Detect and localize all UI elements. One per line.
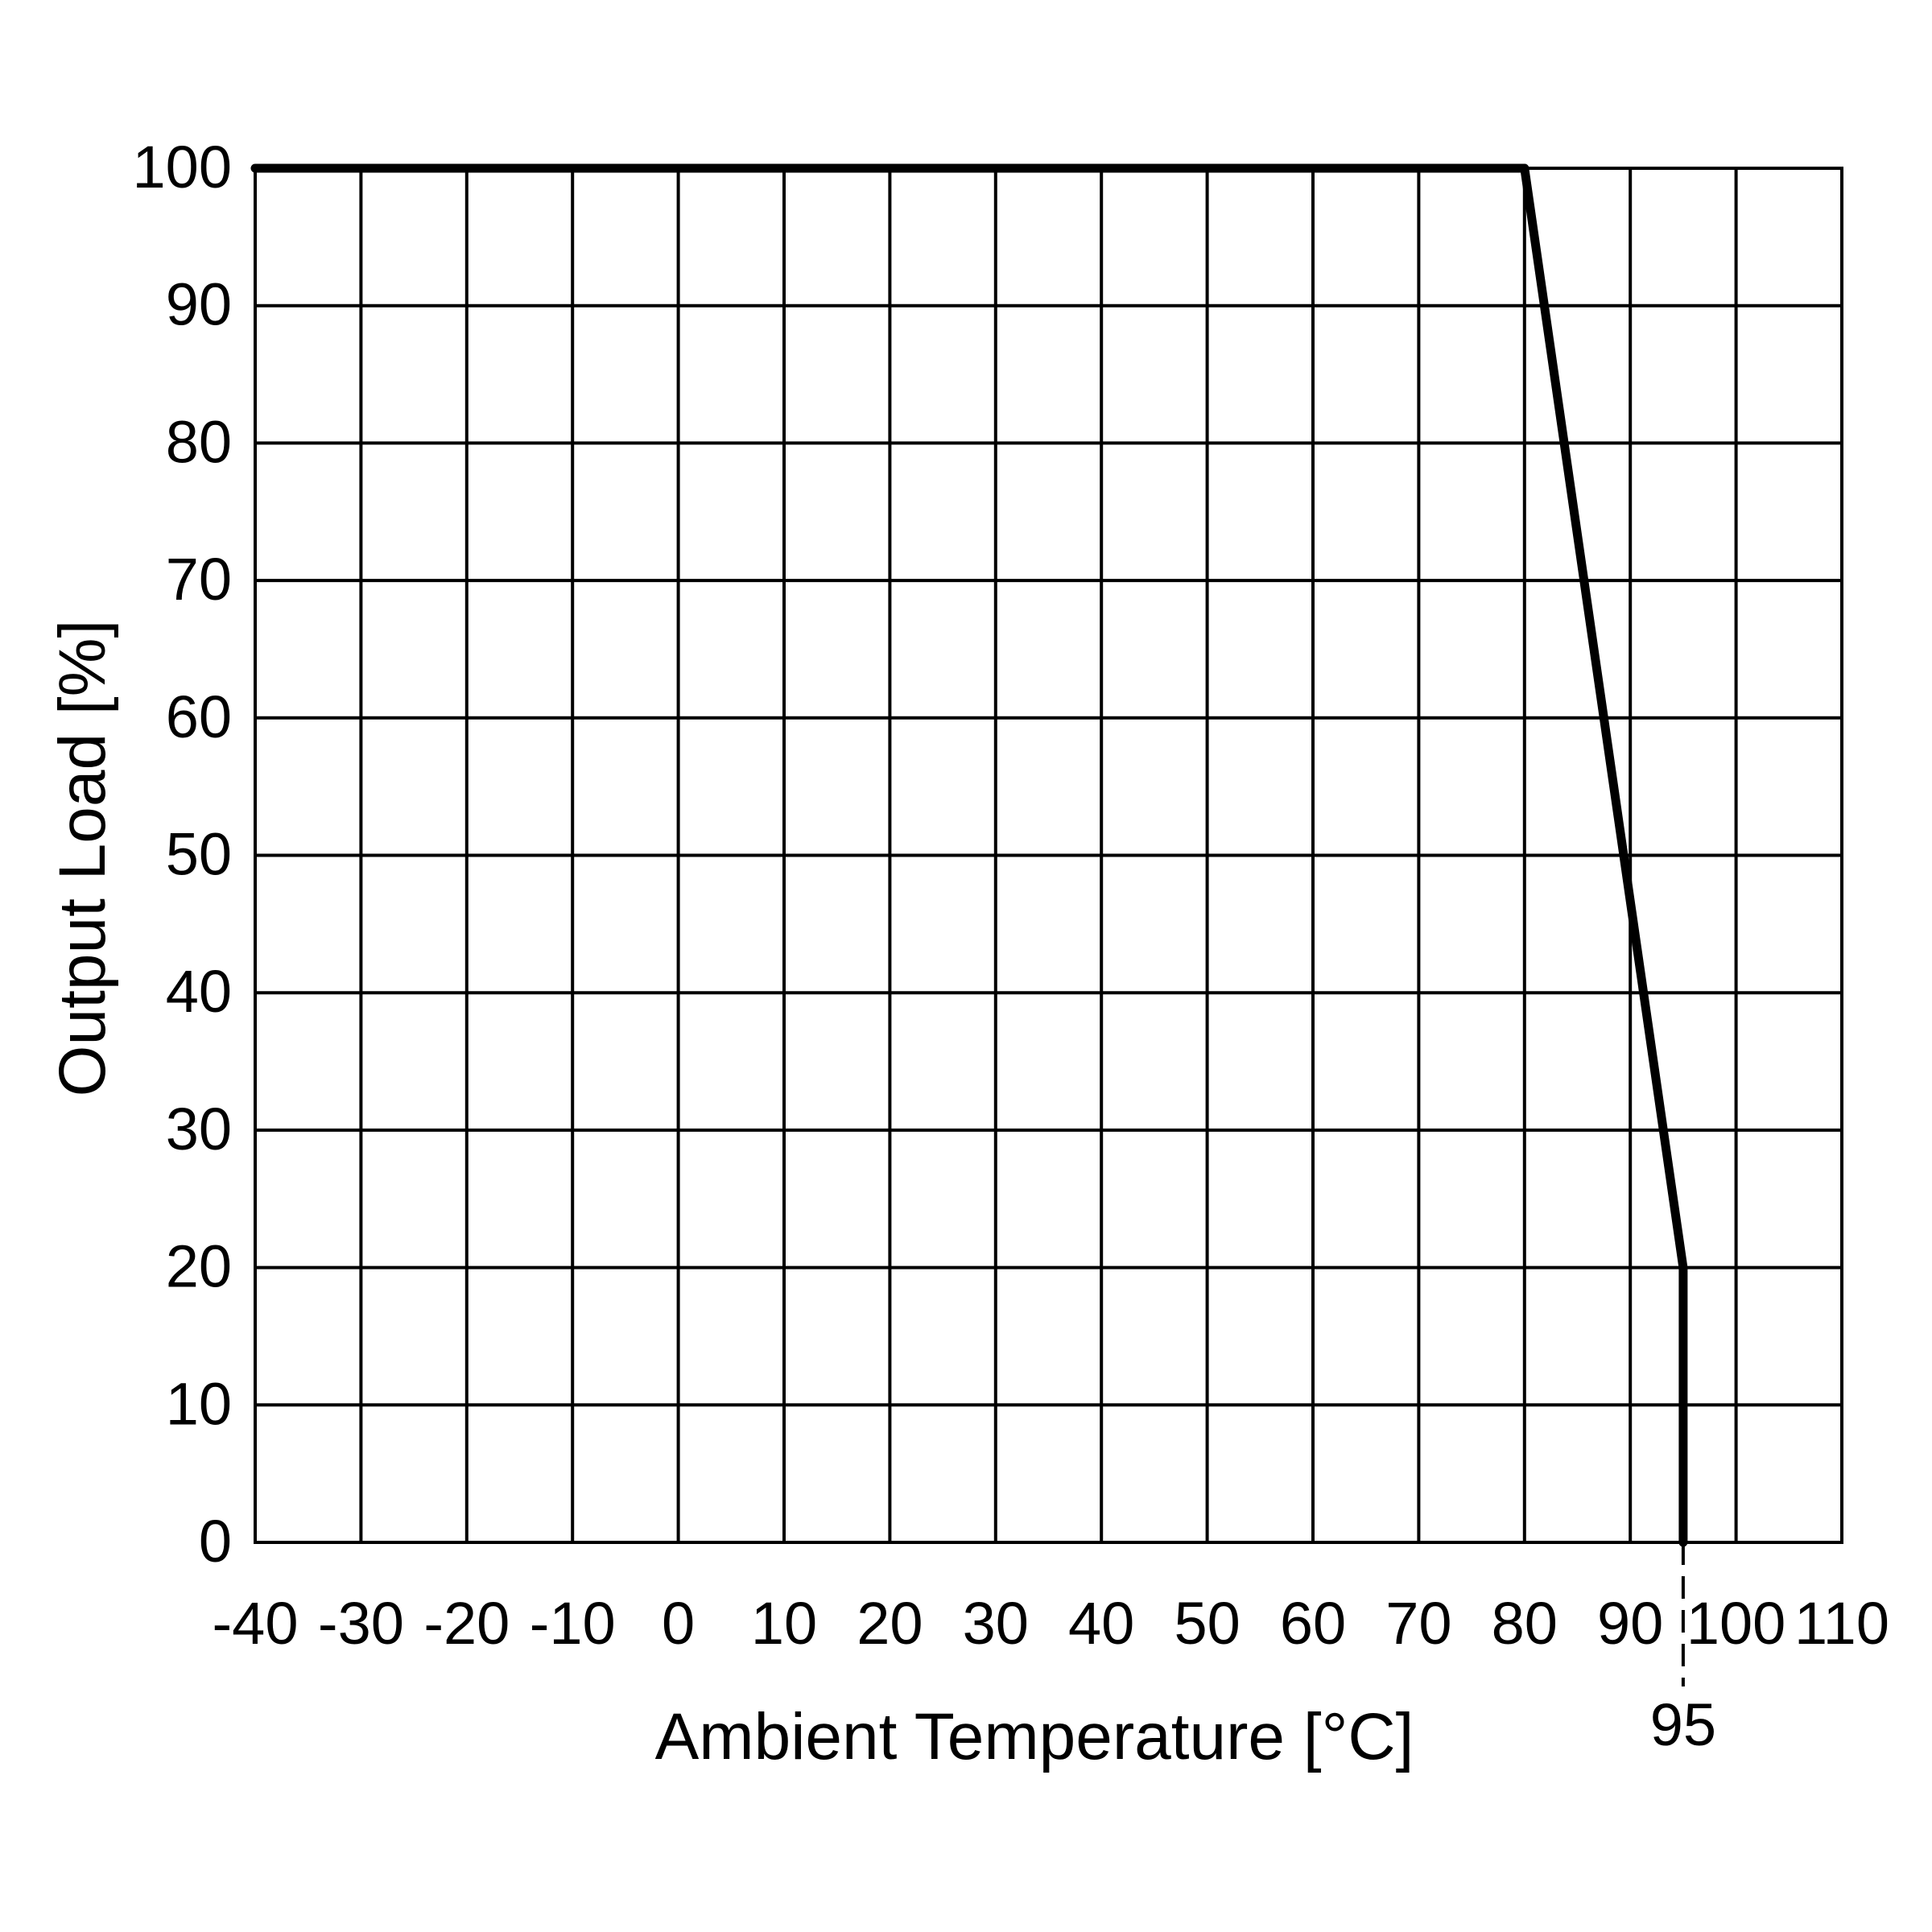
y-tick-label: 30 xyxy=(166,1096,232,1162)
y-tick-label: 10 xyxy=(166,1370,232,1437)
x-tick-label: 80 xyxy=(1492,1590,1558,1657)
annotation-label: 95 xyxy=(1650,1691,1716,1758)
series-layer xyxy=(250,163,1688,1547)
x-tick-label: 0 xyxy=(662,1590,695,1657)
x-tick-label: 20 xyxy=(857,1590,923,1657)
data-point xyxy=(250,163,260,173)
grid xyxy=(254,167,1843,1544)
x-tick-label: 90 xyxy=(1597,1590,1663,1657)
y-tick-label: 50 xyxy=(166,821,232,888)
y-tick-label: 80 xyxy=(166,408,232,475)
x-axis-label: Ambient Temperature [°C] xyxy=(655,1700,1414,1773)
x-tick-label: 100 xyxy=(1686,1590,1785,1657)
x-tick-label: 110 xyxy=(1794,1590,1889,1657)
data-point xyxy=(1520,163,1530,173)
x-tick-label: 30 xyxy=(963,1590,1029,1657)
x-tick-label: 40 xyxy=(1068,1590,1134,1657)
data-point xyxy=(1678,1263,1688,1273)
data-point xyxy=(1678,1538,1688,1547)
x-tick-label: -10 xyxy=(530,1590,616,1657)
x-tick-label: -30 xyxy=(318,1590,404,1657)
x-tick-label: 70 xyxy=(1385,1590,1451,1657)
y-tick-label: 90 xyxy=(166,271,232,338)
x-tick-label: 50 xyxy=(1174,1590,1240,1657)
x-tick-label: -20 xyxy=(423,1590,510,1657)
x-tick-labels: -40 -30 -20 -10 0 10 20 30 40 50 60 70 80 90 100 110 xyxy=(213,1590,1889,1657)
y-tick-label: 0 xyxy=(199,1508,232,1575)
x-tick-label: 60 xyxy=(1280,1590,1346,1657)
y-tick-labels: 0 10 20 30 40 50 60 70 80 90 100 xyxy=(133,134,232,1575)
y-tick-label: 20 xyxy=(166,1233,232,1300)
y-tick-label: 40 xyxy=(166,958,232,1025)
y-tick-label: 100 xyxy=(133,134,232,200)
y-tick-label: 70 xyxy=(166,546,232,613)
x-tick-label: 10 xyxy=(751,1590,817,1657)
series-line xyxy=(255,163,1688,1542)
y-tick-label: 60 xyxy=(166,683,232,750)
y-axis-label: Output Load [%] xyxy=(46,620,119,1097)
x-tick-label: -40 xyxy=(213,1590,299,1657)
annotation-markers: 95 xyxy=(1650,1542,1716,1758)
